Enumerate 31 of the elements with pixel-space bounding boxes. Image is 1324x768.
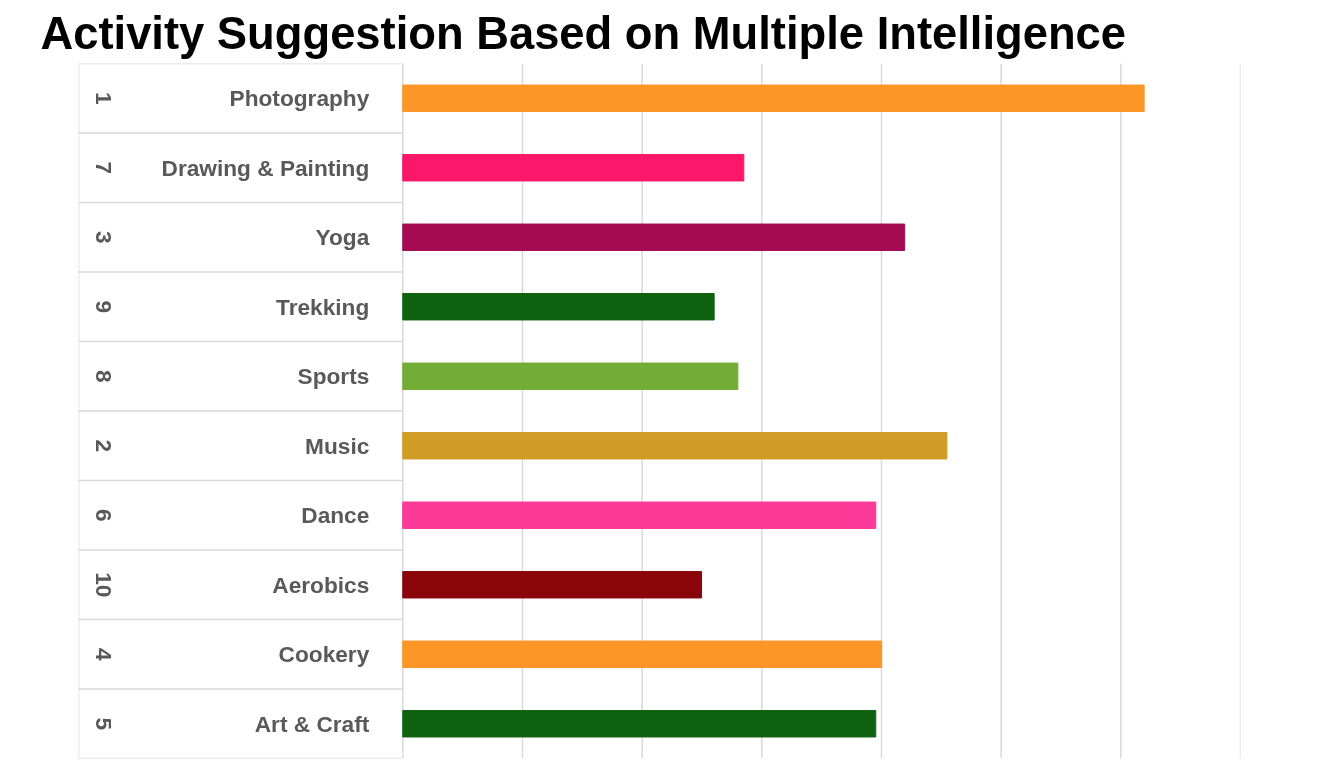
bar bbox=[402, 640, 883, 668]
y-tick-label: Drawing & Painting bbox=[161, 154, 370, 181]
bar bbox=[402, 710, 877, 738]
y-tick-label: Photography bbox=[229, 85, 370, 112]
y-tick-label: Yoga bbox=[315, 224, 370, 251]
text: 7 bbox=[91, 161, 118, 175]
bar bbox=[402, 84, 1145, 112]
y-tick-label: Music bbox=[305, 432, 370, 459]
bar bbox=[402, 362, 739, 390]
bar bbox=[402, 293, 715, 321]
text: 3 bbox=[91, 230, 118, 244]
chart-title: Activity Suggestion Based on Multiple Intelligence bbox=[40, 7, 1127, 59]
y-tick-label: Dance bbox=[301, 502, 370, 529]
text: 1 bbox=[91, 91, 118, 105]
text: 5 bbox=[91, 717, 118, 731]
bar bbox=[402, 154, 745, 182]
text: 9 bbox=[91, 300, 118, 314]
bar bbox=[402, 501, 877, 529]
bar bbox=[402, 571, 703, 599]
bar bbox=[402, 432, 948, 460]
text: 2 bbox=[91, 439, 118, 453]
text: 10 bbox=[91, 572, 118, 598]
text: 8 bbox=[91, 369, 118, 383]
y-tick-label: Cookery bbox=[278, 641, 370, 668]
y-tick-label: Sports bbox=[297, 363, 370, 390]
y-tick-label: Trekking bbox=[276, 293, 370, 320]
bar bbox=[402, 223, 906, 251]
text: 4 bbox=[91, 647, 118, 661]
y-tick-label: Aerobics bbox=[272, 571, 370, 598]
y-tick-label: Art & Craft bbox=[254, 710, 370, 737]
text: 6 bbox=[91, 508, 118, 522]
